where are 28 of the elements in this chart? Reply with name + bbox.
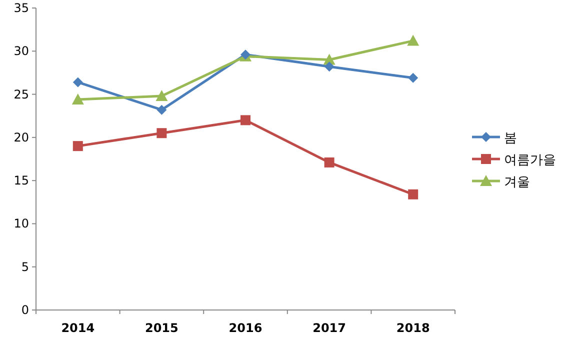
point xyxy=(408,189,418,200)
y-tick-label: 5 xyxy=(21,260,29,274)
y-tick-label: 20 xyxy=(14,130,29,144)
y-tick-label: 30 xyxy=(14,44,29,58)
point xyxy=(72,93,84,104)
point xyxy=(156,104,167,115)
x-tick-label: 2015 xyxy=(144,321,178,335)
point xyxy=(324,157,334,168)
point xyxy=(240,115,250,126)
x-tick-label: 2014 xyxy=(61,321,95,335)
x-tick-label: 2018 xyxy=(396,321,430,335)
legend-label: 겨울 xyxy=(504,175,530,190)
x-tick-label: 2016 xyxy=(228,321,262,335)
point xyxy=(72,77,83,88)
point xyxy=(156,128,167,138)
point xyxy=(324,62,334,72)
point xyxy=(72,141,83,152)
y-tick-label: 35 xyxy=(14,1,29,15)
legend-label: 여름가을 xyxy=(504,153,556,168)
point xyxy=(408,72,418,83)
legend-label: 봄 xyxy=(504,131,517,146)
y-tick-label: 15 xyxy=(14,174,29,188)
point xyxy=(407,34,420,46)
x-tick-label: 2017 xyxy=(312,321,346,335)
y-tick-label: 0 xyxy=(21,303,29,317)
y-tick-label: 25 xyxy=(14,87,29,102)
point xyxy=(156,90,168,102)
y-tick-label: 10 xyxy=(14,216,29,231)
